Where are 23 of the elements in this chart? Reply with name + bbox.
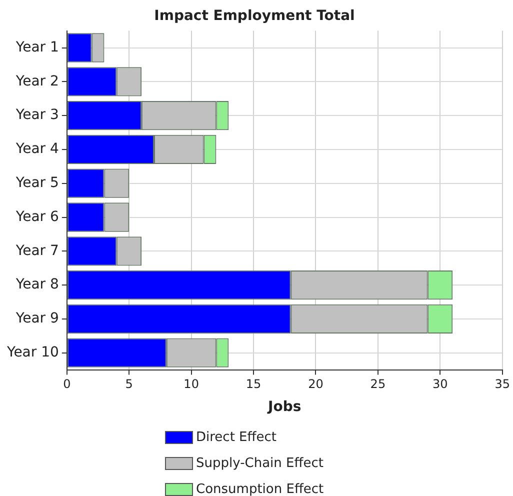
x-tick-label: 35: [494, 377, 510, 392]
y-tick-label: Year 10: [6, 344, 59, 360]
x-tick-label: 25: [370, 377, 386, 392]
x-tick-label: 30: [432, 377, 448, 392]
x-tick-label: 20: [308, 377, 324, 392]
y-tick-label: Year 5: [14, 174, 59, 191]
x-tick-label: 0: [63, 377, 71, 392]
x-tick-label: 15: [246, 377, 262, 392]
x-axis-title: Jobs: [267, 399, 302, 416]
y-tick-label: Year 4: [14, 141, 59, 158]
y-tick-label: Year 6: [14, 208, 59, 225]
x-tick-label: 5: [125, 377, 133, 392]
legend-label: Supply-Chain Effect: [196, 456, 324, 470]
y-tick-label: Year 2: [14, 73, 59, 90]
legend-label: Direct Effect: [196, 430, 276, 444]
x-tick-label: 10: [184, 377, 199, 392]
y-tick-label: Year 9: [14, 310, 59, 327]
y-tick-label: Year 7: [14, 242, 59, 259]
y-tick-label: Year 3: [14, 107, 59, 124]
chart-title: Impact Employment Total: [154, 8, 355, 24]
y-tick-label: Year 1: [14, 39, 59, 56]
y-tick-label: Year 8: [14, 276, 59, 293]
legend-label: Consumption Effect: [196, 482, 324, 496]
